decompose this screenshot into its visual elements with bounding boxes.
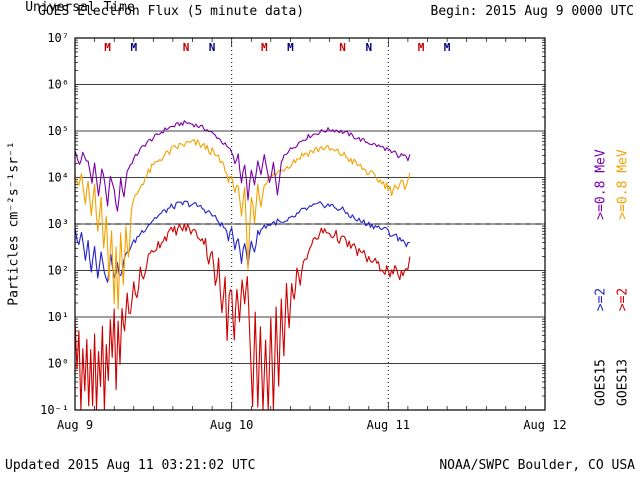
svg-text:Aug 10: Aug 10 <box>210 418 253 432</box>
svg-text:10¹: 10¹ <box>47 310 69 324</box>
svg-text:10⁴: 10⁴ <box>47 171 69 185</box>
svg-text:10⁶: 10⁶ <box>47 78 69 92</box>
svg-text:M: M <box>261 41 268 54</box>
svg-text:M: M <box>130 41 137 54</box>
svg-text:10⁻¹: 10⁻¹ <box>40 403 69 417</box>
legend-goes13-e2: >=2 <box>615 287 631 312</box>
legend-goes15-e2: >=2 <box>593 287 609 312</box>
svg-text:N: N <box>339 41 346 54</box>
svg-text:Aug 12: Aug 12 <box>523 418 566 432</box>
svg-text:M: M <box>418 41 425 54</box>
svg-text:Aug 11: Aug 11 <box>367 418 410 432</box>
legend-goes13-e08: >=0.8 MeV <box>615 149 631 220</box>
source-attribution: NOAA/SWPC Boulder, CO USA <box>439 458 635 473</box>
svg-text:10²: 10² <box>47 264 69 278</box>
svg-text:10⁵: 10⁵ <box>47 124 69 138</box>
legend-goes15-name: GOES15 <box>593 359 609 406</box>
x-axis-label: Universal Time <box>25 0 135 15</box>
svg-text:N: N <box>183 41 190 54</box>
updated-timestamp: Updated 2015 Aug 11 03:21:02 UTC <box>5 458 256 473</box>
svg-text:M: M <box>287 41 294 54</box>
page-title: GOES Electron Flux (5 minute data) <box>38 4 305 19</box>
legend-goes15-e08: >=0.8 MeV <box>593 149 609 220</box>
svg-text:10⁰: 10⁰ <box>47 357 69 371</box>
svg-text:10³: 10³ <box>47 217 69 231</box>
svg-text:10⁷: 10⁷ <box>47 31 69 45</box>
begin-time-label: Begin: 2015 Aug 9 0000 UTC <box>430 4 635 19</box>
svg-text:M: M <box>444 41 451 54</box>
svg-text:Aug 9: Aug 9 <box>57 418 93 432</box>
legend-goes13-name: GOES13 <box>615 359 631 406</box>
y-axis-label: Particles cm⁻²s⁻¹sr⁻¹ <box>6 141 22 306</box>
svg-text:N: N <box>209 41 216 54</box>
svg-text:M: M <box>104 41 111 54</box>
svg-text:N: N <box>365 41 372 54</box>
